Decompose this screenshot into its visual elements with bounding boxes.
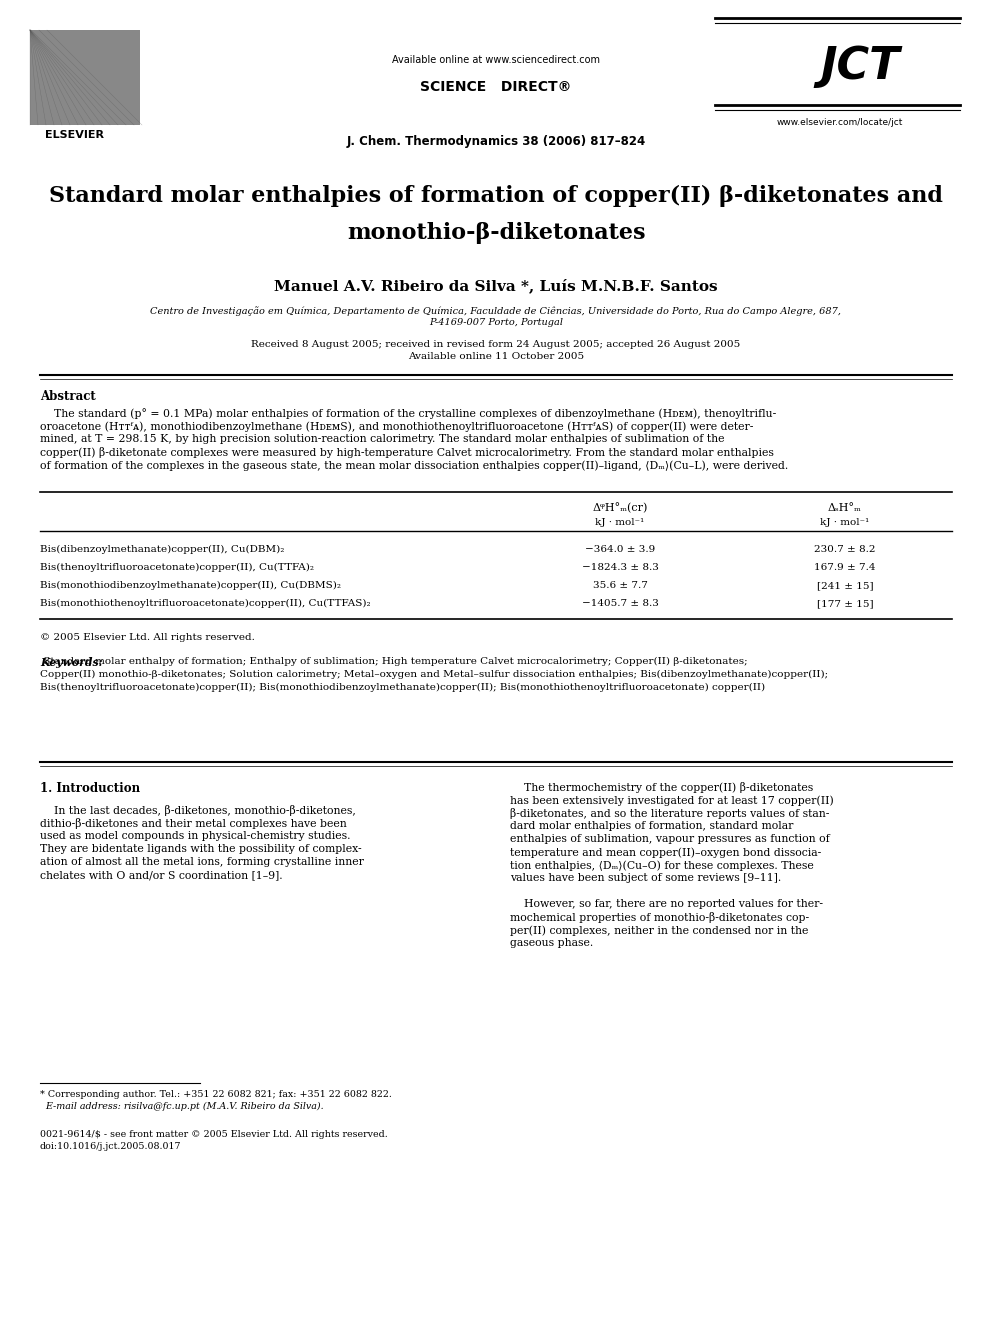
Text: gaseous phase.: gaseous phase. [510, 938, 593, 949]
Text: used as model compounds in physical-chemistry studies.: used as model compounds in physical-chem… [40, 831, 350, 841]
Text: Centro de Investigação em Química, Departamento de Química, Faculdade de Ciência: Centro de Investigação em Química, Depar… [151, 306, 841, 316]
Text: Bis(thenoyltrifluoroacetonate)copper(II); Bis(monothiodibenzoylmethanate)copper(: Bis(thenoyltrifluoroacetonate)copper(II)… [40, 683, 765, 692]
Text: The thermochemistry of the copper(II) β-diketonates: The thermochemistry of the copper(II) β-… [510, 782, 813, 792]
Text: kJ · mol⁻¹: kJ · mol⁻¹ [820, 519, 870, 527]
Text: Bis(dibenzoylmethanate)copper(II), Cu(DBM)₂: Bis(dibenzoylmethanate)copper(II), Cu(DB… [40, 545, 285, 554]
Text: monothio-β-diketonates: monothio-β-diketonates [347, 222, 645, 243]
Text: Standard molar enthalpies of formation of copper(II) β-diketonates and: Standard molar enthalpies of formation o… [49, 185, 943, 208]
Text: temperature and mean copper(II)–oxygen bond dissocia-: temperature and mean copper(II)–oxygen b… [510, 847, 821, 857]
Text: tion enthalpies, ⟨Dₘ⟩(Cu–O) for these complexes. These: tion enthalpies, ⟨Dₘ⟩(Cu–O) for these co… [510, 860, 813, 871]
Text: per(II) complexes, neither in the condensed nor in the: per(II) complexes, neither in the conden… [510, 925, 808, 935]
Text: P-4169-007 Porto, Portugal: P-4169-007 Porto, Portugal [429, 318, 563, 327]
Text: −364.0 ± 3.9: −364.0 ± 3.9 [585, 545, 655, 554]
Text: Available online at www.sciencedirect.com: Available online at www.sciencedirect.co… [392, 56, 600, 65]
Text: In the last decades, β-diketones, monothio-β-diketones,: In the last decades, β-diketones, monoth… [40, 804, 356, 816]
Bar [30, 30, 140, 124]
Text: * Corresponding author. Tel.: +351 22 6082 821; fax: +351 22 6082 822.: * Corresponding author. Tel.: +351 22 60… [40, 1090, 392, 1099]
Text: Available online 11 October 2005: Available online 11 October 2005 [408, 352, 584, 361]
Text: E-mail address: risilva@fc.up.pt (M.A.V. Ribeiro da Silva).: E-mail address: risilva@fc.up.pt (M.A.V.… [40, 1102, 323, 1111]
Text: J. Chem. Thermodynamics 38 (2006) 817–824: J. Chem. Thermodynamics 38 (2006) 817–82… [346, 135, 646, 148]
Text: Abstract: Abstract [40, 390, 96, 404]
Text: 35.6 ± 7.7: 35.6 ± 7.7 [592, 581, 648, 590]
Text: Keywords:: Keywords: [40, 658, 102, 668]
Text: 1. Introduction: 1. Introduction [40, 782, 140, 795]
Text: copper(II) β-diketonate complexes were measured by high-temperature Calvet micro: copper(II) β-diketonate complexes were m… [40, 447, 774, 458]
Text: www.elsevier.com/locate/jct: www.elsevier.com/locate/jct [777, 118, 903, 127]
Text: 167.9 ± 7.4: 167.9 ± 7.4 [814, 564, 876, 572]
Text: mined, at T = 298.15 K, by high precision solution-reaction calorimetry. The sta: mined, at T = 298.15 K, by high precisio… [40, 434, 724, 445]
Text: dard molar enthalpies of formation, standard molar: dard molar enthalpies of formation, stan… [510, 822, 794, 831]
Text: enthalpies of sublimation, vapour pressures as function of: enthalpies of sublimation, vapour pressu… [510, 833, 829, 844]
Text: 0021-9614/$ - see front matter © 2005 Elsevier Ltd. All rights reserved.: 0021-9614/$ - see front matter © 2005 El… [40, 1130, 388, 1139]
Text: chelates with O and/or S coordination [1–9].: chelates with O and/or S coordination [1… [40, 871, 283, 880]
Text: Standard molar enthalpy of formation; Enthalpy of sublimation; High temperature : Standard molar enthalpy of formation; En… [40, 658, 748, 665]
Text: ΔₛH°ₘ: ΔₛH°ₘ [828, 503, 862, 513]
Text: 230.7 ± 8.2: 230.7 ± 8.2 [814, 545, 876, 554]
Text: However, so far, there are no reported values for ther-: However, so far, there are no reported v… [510, 900, 823, 909]
Text: ELSEVIER: ELSEVIER [46, 130, 104, 140]
Text: Received 8 August 2005; received in revised form 24 August 2005; accepted 26 Aug: Received 8 August 2005; received in revi… [251, 340, 741, 349]
Text: mochemical properties of monothio-β-diketonates cop-: mochemical properties of monothio-β-dike… [510, 912, 809, 923]
Text: Manuel A.V. Ribeiro da Silva *, Luís M.N.B.F. Santos: Manuel A.V. Ribeiro da Silva *, Luís M.N… [274, 278, 718, 292]
Text: −1405.7 ± 8.3: −1405.7 ± 8.3 [581, 599, 659, 609]
Text: of formation of the complexes in the gaseous state, the mean molar dissociation : of formation of the complexes in the gas… [40, 460, 789, 471]
Text: −1824.3 ± 8.3: −1824.3 ± 8.3 [581, 564, 659, 572]
Text: JCT: JCT [820, 45, 900, 89]
Text: β-diketonates, and so the literature reports values of stan-: β-diketonates, and so the literature rep… [510, 808, 829, 819]
Text: SCIENCE   DIRECT®: SCIENCE DIRECT® [421, 79, 571, 94]
Text: ation of almost all the metal ions, forming crystalline inner: ation of almost all the metal ions, form… [40, 857, 364, 867]
Text: oroacetone (Hᴛᴛᶠᴀ), monothiodibenzoylmethane (HᴅᴇᴍS), and monothiothenoyltrifluo: oroacetone (Hᴛᴛᶠᴀ), monothiodibenzoylmet… [40, 421, 753, 431]
Text: dithio-β-diketones and their metal complexes have been: dithio-β-diketones and their metal compl… [40, 818, 347, 830]
Text: [177 ± 15]: [177 ± 15] [816, 599, 873, 609]
Text: Bis(monothiothenoyltrifluoroacetonate)copper(II), Cu(TTFAS)₂: Bis(monothiothenoyltrifluoroacetonate)co… [40, 599, 371, 609]
Text: [241 ± 15]: [241 ± 15] [816, 581, 873, 590]
Text: The standard (p° = 0.1 MPa) molar enthalpies of formation of the crystalline com: The standard (p° = 0.1 MPa) molar enthal… [40, 407, 777, 419]
Text: © 2005 Elsevier Ltd. All rights reserved.: © 2005 Elsevier Ltd. All rights reserved… [40, 632, 255, 642]
Text: Copper(II) monothio-β-diketonates; Solution calorimetry; Metal–oxygen and Metal–: Copper(II) monothio-β-diketonates; Solut… [40, 669, 828, 679]
Text: doi:10.1016/j.jct.2005.08.017: doi:10.1016/j.jct.2005.08.017 [40, 1142, 182, 1151]
Text: has been extensively investigated for at least 17 copper(II): has been extensively investigated for at… [510, 795, 833, 806]
Text: Bis(monothiodibenzoylmethanate)copper(II), Cu(DBMS)₂: Bis(monothiodibenzoylmethanate)copper(II… [40, 581, 341, 590]
Text: They are bidentate ligands with the possibility of complex-: They are bidentate ligands with the poss… [40, 844, 362, 855]
Text: Bis(thenoyltrifluoroacetonate)copper(II), Cu(TTFA)₂: Bis(thenoyltrifluoroacetonate)copper(II)… [40, 564, 314, 572]
Text: kJ · mol⁻¹: kJ · mol⁻¹ [595, 519, 645, 527]
Text: ΔᵠH°ₘ(cr): ΔᵠH°ₘ(cr) [592, 503, 648, 513]
Text: values have been subject of some reviews [9–11].: values have been subject of some reviews… [510, 873, 782, 882]
